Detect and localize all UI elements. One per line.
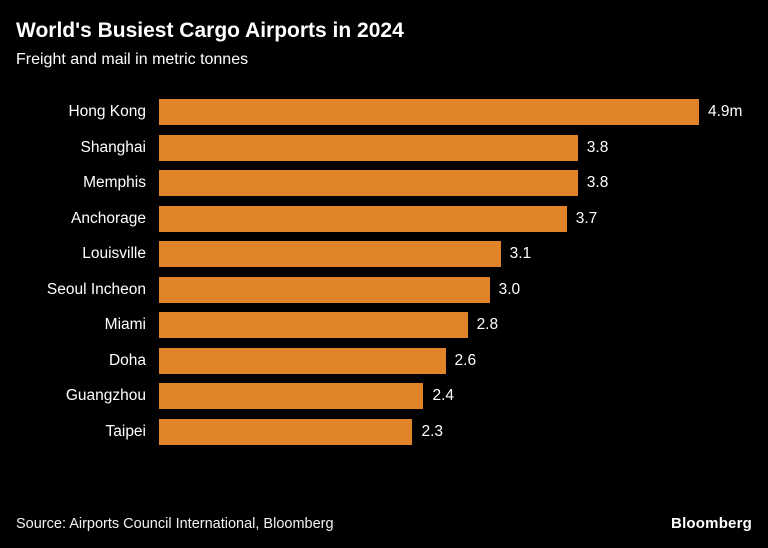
bar-track: 3.8 [159, 170, 699, 197]
chart-row: Anchorage 3.7 [16, 205, 752, 232]
category-label: Miami [104, 316, 146, 334]
chart-header: World's Busiest Cargo Airports in 2024 F… [16, 18, 752, 69]
category-label: Memphis [83, 174, 146, 192]
bar [159, 134, 578, 161]
value-label: 3.8 [586, 138, 609, 156]
category-label: Seoul Incheon [46, 280, 146, 298]
category-label: Louisville [82, 245, 146, 263]
chart-row: Taipei 2.3 [16, 418, 752, 445]
chart-row: Hong Kong 4.9m [16, 99, 752, 126]
value-label: 3.8 [586, 174, 609, 192]
bar-chart: Hong Kong 4.9m Shanghai 3.8 Memphis 3.8 Anchor… [16, 99, 752, 507]
bar-track: 2.3 [159, 418, 699, 445]
chart-title: World's Busiest Cargo Airports in 2024 [16, 19, 404, 42]
chart-row: Memphis 3.8 [16, 170, 752, 197]
bar [159, 347, 446, 374]
chart-row: Guangzhou 2.4 [16, 383, 752, 410]
value-label: 3.0 [498, 280, 521, 298]
value-label: 4.9m [708, 103, 743, 121]
chart-footer: Source: Airports Council International, … [16, 507, 752, 532]
bar-track: 3.7 [159, 205, 699, 232]
bar [159, 383, 424, 410]
bar [159, 99, 699, 126]
category-label: Doha [108, 351, 146, 369]
category-label: Shanghai [80, 138, 146, 156]
category-label: Anchorage [71, 209, 146, 227]
bar-track: 2.6 [159, 347, 699, 374]
bar-track: 3.8 [159, 134, 699, 161]
bar-track: 2.4 [159, 383, 699, 410]
bar [159, 276, 490, 303]
value-label: 2.8 [476, 316, 499, 334]
bloomberg-logo: Bloomberg [671, 515, 752, 532]
bar-track: 3.1 [159, 241, 699, 268]
chart-row: Shanghai 3.8 [16, 134, 752, 161]
value-label: 2.6 [454, 351, 477, 369]
bar-track: 3.0 [159, 276, 699, 303]
bar-track: 4.9m [159, 99, 742, 126]
chart-row: Seoul Incheon 3.0 [16, 276, 752, 303]
source-text: Source: Airports Council International, … [16, 516, 334, 532]
value-label: 3.7 [575, 209, 598, 227]
chart-row: Doha 2.6 [16, 347, 752, 374]
value-label: 2.3 [421, 422, 444, 440]
bar [159, 312, 468, 339]
bar [159, 205, 567, 232]
value-label: 3.1 [509, 245, 532, 263]
category-label: Hong Kong [68, 103, 146, 121]
bar-track: 2.8 [159, 312, 699, 339]
value-label: 2.4 [432, 387, 455, 405]
bar [159, 241, 501, 268]
bar [159, 170, 578, 197]
chart-row: Louisville 3.1 [16, 241, 752, 268]
chart-row: Miami 2.8 [16, 312, 752, 339]
category-label: Guangzhou [65, 387, 146, 405]
chart-subtitle: Freight and mail in metric tonnes [16, 51, 249, 69]
bar [159, 418, 413, 445]
category-label: Taipei [105, 422, 147, 440]
